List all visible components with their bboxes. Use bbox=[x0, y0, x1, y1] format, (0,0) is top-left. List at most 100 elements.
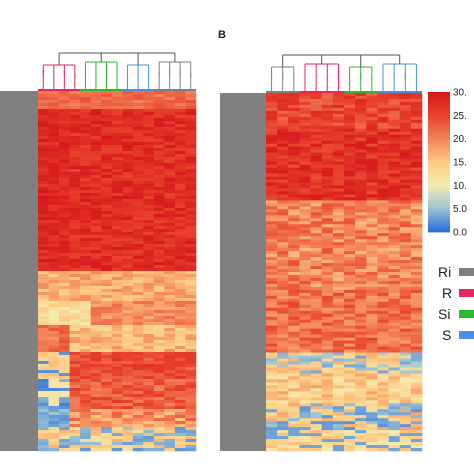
heatmap-cell bbox=[299, 212, 311, 216]
heatmap-cell bbox=[185, 334, 197, 338]
heatmap-cell bbox=[38, 418, 49, 422]
heatmap-cell bbox=[90, 328, 102, 332]
heatmap-cell bbox=[164, 304, 176, 308]
heatmap-cell bbox=[132, 310, 144, 314]
heatmap-cell bbox=[132, 163, 144, 167]
heatmap-cell bbox=[59, 367, 70, 371]
heatmap-cell bbox=[132, 355, 144, 359]
heatmap-cell bbox=[111, 253, 123, 257]
heatmap-cell bbox=[410, 170, 423, 174]
heatmap-cell bbox=[388, 322, 401, 326]
heatmap-cell bbox=[48, 325, 60, 329]
heatmap-cell bbox=[80, 382, 91, 386]
heatmap-cell bbox=[48, 364, 60, 368]
heatmap-cell bbox=[48, 100, 60, 104]
heatmap-cell bbox=[299, 188, 311, 192]
heatmap-cell bbox=[122, 172, 134, 176]
heatmap-cell bbox=[310, 388, 323, 392]
heatmap-cell bbox=[122, 181, 134, 185]
heatmap-cell bbox=[153, 223, 165, 227]
heatmap-cell bbox=[399, 355, 412, 359]
heatmap-cell bbox=[377, 328, 389, 332]
heatmap-cell bbox=[101, 262, 113, 266]
heatmap-cell bbox=[310, 251, 323, 255]
heatmap-cell bbox=[388, 385, 401, 389]
heatmap-cell bbox=[174, 283, 186, 287]
heatmap-cell bbox=[332, 430, 345, 434]
heatmap-cell bbox=[288, 298, 300, 303]
heatmap-cell bbox=[101, 139, 113, 143]
heatmap-cell bbox=[299, 227, 311, 231]
heatmap-cell bbox=[111, 439, 123, 443]
heatmap-cell bbox=[399, 245, 412, 249]
heatmap-cell bbox=[277, 352, 289, 356]
heatmap-cell bbox=[388, 445, 401, 449]
heatmap-cell bbox=[143, 430, 155, 434]
heatmap-cell bbox=[69, 346, 81, 350]
heatmap-cell bbox=[174, 382, 186, 386]
heatmap-cell bbox=[388, 173, 401, 177]
heatmap-cell bbox=[399, 179, 412, 183]
heatmap-cell bbox=[310, 218, 323, 222]
heatmap-cell bbox=[59, 148, 70, 152]
heatmap-cell bbox=[69, 178, 81, 182]
heatmap-cell bbox=[366, 146, 378, 150]
heatmap-cell bbox=[153, 208, 165, 212]
heatmap-cell bbox=[111, 145, 123, 149]
heatmap-cell bbox=[355, 442, 367, 446]
heatmap-cell bbox=[388, 421, 401, 425]
heatmap-cell bbox=[143, 424, 155, 428]
heatmap-cell bbox=[377, 436, 389, 440]
heatmap-cell bbox=[122, 142, 134, 146]
heatmap-cell bbox=[399, 331, 412, 335]
heatmap-cell bbox=[332, 269, 345, 273]
heatmap-cell bbox=[355, 415, 367, 419]
heatmap-cell bbox=[174, 238, 186, 242]
heatmap-cell bbox=[310, 206, 323, 210]
heatmap-cell bbox=[410, 146, 423, 150]
heatmap-cell bbox=[122, 205, 134, 209]
heatmap-cell bbox=[410, 104, 423, 109]
heatmap-cell bbox=[153, 136, 165, 140]
heatmap-cell bbox=[344, 439, 356, 443]
heatmap-cell bbox=[122, 421, 134, 425]
heatmap-cell bbox=[266, 98, 278, 103]
heatmap-cell bbox=[344, 283, 356, 288]
heatmap-cell bbox=[164, 133, 176, 137]
heatmap-cell bbox=[321, 131, 334, 136]
heatmap-cell bbox=[48, 169, 60, 173]
heatmap-cell bbox=[355, 331, 367, 335]
heatmap-cell bbox=[164, 166, 176, 170]
heatmap-cell bbox=[277, 280, 289, 285]
heatmap-cell bbox=[310, 143, 323, 147]
heatmap-cell bbox=[59, 448, 70, 452]
heatmap-cell bbox=[48, 448, 60, 452]
heatmap-cell bbox=[410, 325, 423, 329]
heatmap-cell bbox=[59, 208, 70, 212]
heatmap-cell bbox=[164, 442, 176, 446]
heatmap-cell bbox=[355, 313, 367, 318]
heatmap-cell bbox=[266, 277, 278, 282]
heatmap-cell bbox=[399, 143, 412, 147]
heatmap-cell bbox=[388, 319, 401, 324]
heatmap-cell bbox=[111, 424, 123, 428]
heatmap-cell bbox=[174, 412, 186, 416]
color-scale-segment bbox=[428, 152, 450, 155]
heatmap-cell bbox=[310, 337, 323, 341]
heatmap-cell bbox=[122, 169, 134, 173]
heatmap-cell bbox=[366, 206, 378, 210]
heatmap-cell bbox=[111, 406, 123, 410]
heatmap-cell bbox=[111, 211, 123, 215]
heatmap-cell bbox=[90, 250, 102, 254]
heatmap-cell bbox=[332, 194, 345, 198]
heatmap-cell bbox=[38, 157, 49, 161]
heatmap-cell bbox=[344, 257, 356, 261]
heatmap-cell bbox=[299, 224, 311, 228]
heatmap-cell bbox=[321, 95, 334, 100]
heatmap-cell bbox=[388, 313, 401, 318]
heatmap-cell bbox=[174, 154, 186, 158]
heatmap-cell bbox=[122, 133, 134, 137]
heatmap-cell bbox=[111, 367, 123, 371]
heatmap-cell bbox=[153, 265, 165, 269]
heatmap-cell bbox=[321, 146, 334, 150]
